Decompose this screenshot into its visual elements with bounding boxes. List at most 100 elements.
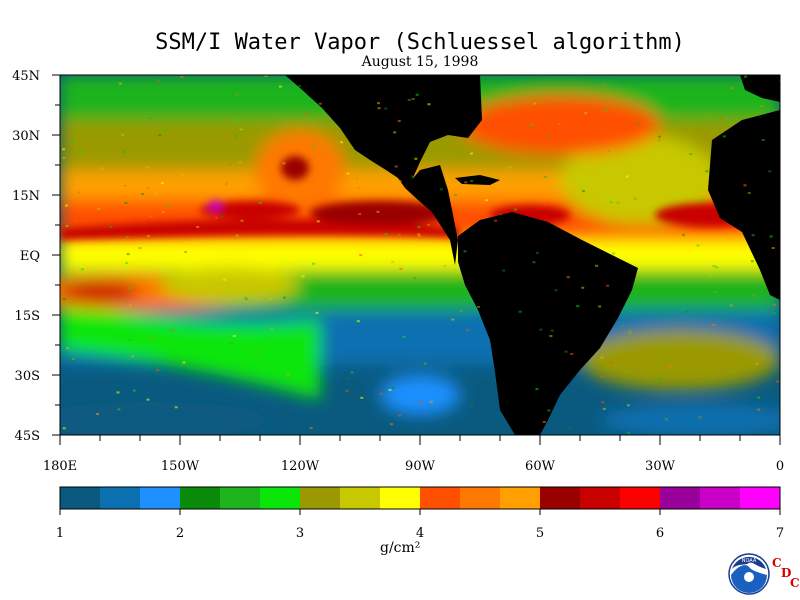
speckle-pixel [602,407,606,410]
speckle-pixel [518,310,522,313]
cdc-letter-3: C [790,576,800,590]
speckle-pixel [469,152,473,155]
colorbar-tick-label: 5 [536,526,544,541]
speckle-pixel [719,117,723,120]
colorbar [59,486,781,510]
speckle-pixel [604,109,608,112]
speckle-pixel [236,118,240,121]
speckle-pixel [388,389,392,392]
speckle-pixel [394,165,398,168]
lat-label: 45S [15,429,40,444]
speckle-pixel [626,431,630,434]
speckle-pixel [712,323,716,326]
speckle-pixel [621,324,625,327]
speckle-pixel [757,396,761,399]
speckle-pixel [542,420,546,423]
speckle-pixel [494,219,498,222]
speckle-pixel [429,400,433,403]
speckle-pixel [609,361,613,364]
speckle-pixel [416,232,420,235]
speckle-pixel [635,123,639,126]
speckle-pixel [393,131,397,134]
speckle-pixel [557,123,561,126]
speckle-pixel [346,172,350,175]
colorbar-swatch [100,487,141,509]
speckle-pixel [358,213,362,216]
speckle-pixel [459,309,463,312]
speckle-pixel [311,262,315,265]
speckle-pixel [160,181,164,184]
speckle-pixel [340,141,344,144]
speckle-pixel [304,112,308,115]
speckle-pixel [484,199,488,202]
speckle-pixel [118,82,122,85]
speckle-pixel [668,365,672,368]
speckle-pixel [593,239,597,242]
speckle-pixel [66,347,70,350]
speckle-pixel [721,109,725,112]
speckle-pixel [270,328,274,331]
speckle-pixel [258,201,262,204]
speckle-pixel [547,135,551,138]
lat-label: 15N [12,189,40,204]
speckle-pixel [180,76,184,79]
speckle-pixel [167,204,171,207]
speckle-pixel [384,233,388,236]
speckle-pixel [131,355,135,358]
speckle-pixel [427,223,431,226]
map-title: SSM/I Water Vapor (Schluessel algorithm) [155,30,685,55]
water-vapor-field [60,75,780,435]
colorbar-swatch [500,487,541,509]
speckle-pixel [182,361,186,364]
speckle-pixel [698,416,702,419]
speckle-pixel [415,93,419,96]
speckle-pixel [379,392,383,395]
colorbar-tick-label: 6 [656,526,664,541]
speckle-pixel [535,388,539,391]
lat-label: 30N [12,129,40,144]
speckle-pixel [612,252,616,255]
speckle-pixel [730,87,734,90]
speckle-pixel [254,350,258,353]
speckle-pixel [62,298,66,301]
speckle-pixel [628,329,632,332]
speckle-pixel [699,199,703,202]
speckle-pixel [129,304,133,307]
speckle-pixel [77,191,81,194]
speckle-pixel [420,302,424,305]
colorbar-swatch [420,487,461,509]
lon-label: 150W [161,459,200,474]
colorbar-swatch [300,487,341,509]
cdc-letter-2: D [781,566,792,580]
colorbar-swatch [660,487,701,509]
speckle-pixel [125,236,129,239]
speckle-pixel [286,373,290,376]
colorbar-swatch [540,487,581,509]
speckle-pixel [399,267,403,270]
colorbar-swatch [700,487,741,509]
speckle-pixel [125,262,129,265]
speckle-pixel [499,213,503,216]
speckle-pixel [729,304,733,307]
speckle-pixel [109,225,113,228]
speckle-pixel [282,162,286,165]
speckle-pixel [769,235,773,238]
speckle-pixel [568,427,572,430]
speckle-pixel [743,184,747,187]
speckle-pixel [451,318,455,321]
speckle-pixel [62,427,66,430]
speckle-pixel [244,298,248,301]
speckle-pixel [397,233,401,236]
speckle-pixel [776,380,780,383]
speckle-pixel [530,123,534,126]
speckle-pixel [72,358,76,361]
speckle-pixel [301,275,305,278]
europe-land [740,75,780,102]
colorbar-swatch [140,487,181,509]
speckle-pixel [318,102,322,105]
speckle-pixel [73,140,77,143]
cdc-letter-1: C [772,556,782,570]
speckle-pixel [126,253,130,256]
speckle-pixel [240,219,244,222]
